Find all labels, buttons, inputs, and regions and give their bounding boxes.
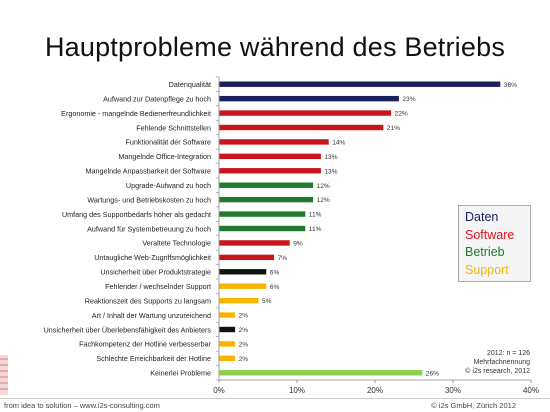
value-label: 22% <box>395 111 408 118</box>
bar <box>219 182 314 188</box>
sample-size: 2012: n = 126 <box>486 350 530 357</box>
bar <box>219 240 290 246</box>
value-label: 6% <box>270 269 280 276</box>
category-label: Aufwand für Systembetreuung zu hoch <box>87 224 211 233</box>
sample-note: 2012: n = 126 Mehrfachnennung © i2s rese… <box>438 349 530 376</box>
value-label: 11% <box>309 212 322 219</box>
category-label: Aufwand zur Datenpflege zu hoch <box>103 94 211 103</box>
value-label: 13% <box>324 168 337 175</box>
value-label: 13% <box>324 154 337 161</box>
x-tick-label: 40% <box>523 386 539 395</box>
bar <box>219 312 236 318</box>
legend-item-software: Software <box>465 227 515 242</box>
bar <box>219 254 275 261</box>
value-label: 2% <box>239 327 249 334</box>
category-label: Upgrade-Aufwand zu hoch <box>126 181 211 190</box>
x-tick-label: 10% <box>289 386 305 395</box>
value-label: 5% <box>262 298 272 305</box>
bar <box>219 153 321 160</box>
footer-divider <box>0 398 550 399</box>
chart-title: Hauptprobleme während des Betriebs <box>44 32 506 62</box>
bar <box>219 326 236 333</box>
value-label: 2% <box>239 313 249 320</box>
legend-item-daten: Daten <box>465 210 499 224</box>
decorative-stripes <box>0 355 8 395</box>
value-label: 7% <box>278 255 288 262</box>
category-label: Funktionalität der Software <box>126 138 212 147</box>
value-label: 6% <box>270 284 280 291</box>
category-label: Keinerlei Probleme <box>150 369 211 378</box>
x-tick-label: 0% <box>213 386 225 395</box>
bar <box>219 211 306 217</box>
category-label: Unsicherheit über Überlebensfähigkeit de… <box>44 325 212 334</box>
bar <box>219 283 267 289</box>
value-label: 11% <box>309 226 322 233</box>
bar <box>219 139 329 145</box>
value-label: 2% <box>239 342 249 349</box>
category-label: Fehlender / wechselnder Support <box>105 282 211 291</box>
category-label: Wartungs- und Betriebskosten zu hoch <box>87 195 211 204</box>
bar <box>219 168 321 174</box>
value-label: 23% <box>402 96 415 103</box>
category-label: Umfang des Supportbedarfs höher als geda… <box>62 210 211 219</box>
research-copyright: © i2s research, 2012 <box>465 368 530 375</box>
value-label: 9% <box>293 241 303 248</box>
bar <box>219 124 384 131</box>
legend-item-betrieb: Betrieb <box>465 245 505 259</box>
value-label: 12% <box>317 197 330 204</box>
category-label: Datenqualität <box>169 80 211 89</box>
bar <box>219 355 236 362</box>
x-tick-label: 30% <box>445 386 461 395</box>
bar <box>219 225 306 232</box>
value-label: 26% <box>426 370 439 377</box>
bar <box>219 95 399 102</box>
multiple-answers-note: Mehrfachnennung <box>473 359 530 366</box>
value-label: 2% <box>239 356 249 363</box>
category-label: Mangelnde Anpassbarkeit der Software <box>86 167 211 176</box>
category-label: Art / Inhalt der Wartung unzureichend <box>92 311 211 320</box>
value-label: 21% <box>387 125 400 132</box>
bar <box>219 81 501 87</box>
bar <box>219 269 267 275</box>
bar <box>219 370 423 376</box>
category-label: Untaugliche Web-Zugriffsmöglichkeit <box>94 253 211 262</box>
value-label: 12% <box>317 183 330 190</box>
x-tick-label: 20% <box>367 386 383 395</box>
legend: Daten Software Betrieb Support <box>458 205 531 282</box>
category-label: Fachkompetenz der Hotline verbesserbar <box>79 340 211 349</box>
value-label: 14% <box>332 140 345 147</box>
category-label: Unsicherheit über Produktstrategie <box>100 268 211 277</box>
category-label: Schlechte Erreichbarkeit der Hotline <box>96 354 211 363</box>
footer-website: from idea to solution – www.i2s-consulti… <box>4 401 160 410</box>
category-label: Veraltete Technologie <box>142 239 211 248</box>
category-label: Reaktionszeit des Supports zu langsam <box>85 296 211 305</box>
bar <box>219 297 259 304</box>
legend-item-support: Support <box>465 262 509 277</box>
bar <box>219 341 236 347</box>
bar <box>219 110 392 116</box>
category-label: Ergonomie - mangelnde Bedienerfreundlich… <box>61 109 211 118</box>
category-label: Mangelnde Office-Integration <box>118 152 211 161</box>
value-label: 36% <box>504 82 517 89</box>
category-label: Fehlende Schnittstellen <box>136 123 211 132</box>
bar <box>219 196 314 203</box>
footer-copyright: © i2s GmbH, Zürich 2012 <box>431 401 516 410</box>
